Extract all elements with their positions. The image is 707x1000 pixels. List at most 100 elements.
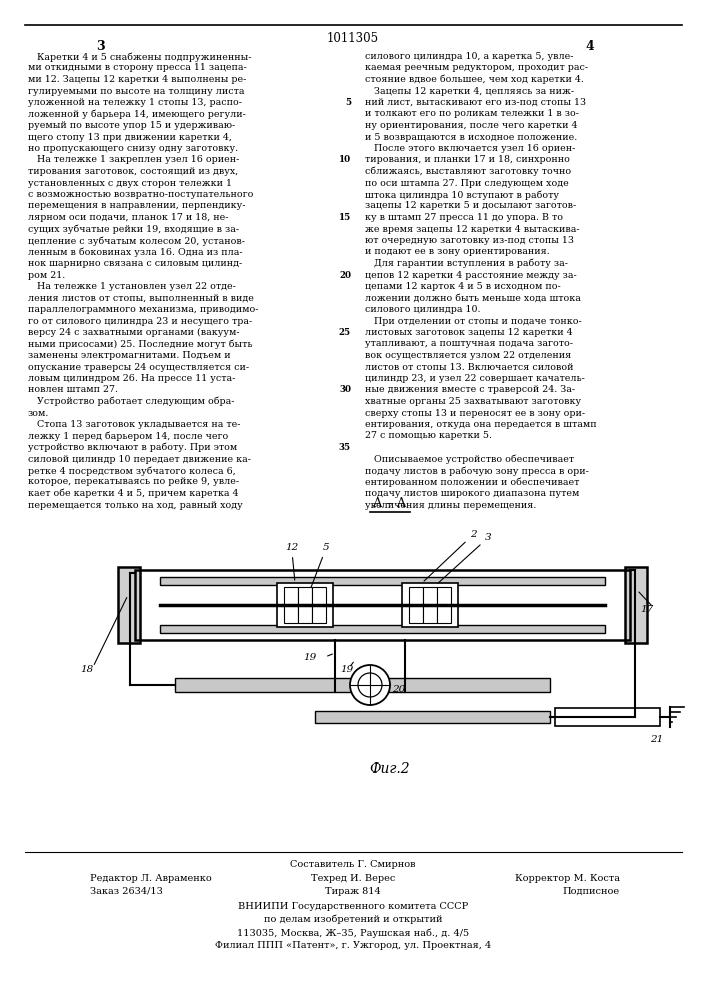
Text: цепов 12 каретки 4 расстояние между за-: цепов 12 каретки 4 расстояние между за- bbox=[365, 270, 577, 279]
Text: установленных с двух сторон тележки 1: установленных с двух сторон тележки 1 bbox=[28, 178, 232, 188]
Text: стояние вдвое большее, чем ход каретки 4.: стояние вдвое большее, чем ход каретки 4… bbox=[365, 75, 584, 85]
Text: го от силового цилиндра 23 и несущего тра-: го от силового цилиндра 23 и несущего тр… bbox=[28, 316, 252, 326]
Text: нок шарнирно связана с силовым цилинд-: нок шарнирно связана с силовым цилинд- bbox=[28, 259, 243, 268]
Text: 20: 20 bbox=[392, 686, 405, 694]
Text: ку в штамп 27 пресса 11 до упора. В то: ку в штамп 27 пресса 11 до упора. В то bbox=[365, 213, 563, 222]
Bar bbox=[135, 570, 630, 640]
Text: ретке 4 посредством зубчатого колеса 6,: ретке 4 посредством зубчатого колеса 6, bbox=[28, 466, 235, 476]
Text: цепление с зубчатым колесом 20, установ-: цепление с зубчатым колесом 20, установ- bbox=[28, 236, 245, 245]
Text: Фиг.2: Фиг.2 bbox=[370, 762, 410, 776]
Bar bbox=[315, 711, 550, 723]
Text: руемый по высоте упор 15 и удерживаю-: руемый по высоте упор 15 и удерживаю- bbox=[28, 121, 235, 130]
Text: 25: 25 bbox=[339, 328, 351, 337]
Text: Составитель Г. Смирнов: Составитель Г. Смирнов bbox=[291, 860, 416, 869]
Text: силового цилиндра 10, а каретка 5, увле-: силового цилиндра 10, а каретка 5, увле- bbox=[365, 52, 573, 61]
Text: 19: 19 bbox=[304, 652, 317, 662]
Text: и подают ее в зону ориентирования.: и подают ее в зону ориентирования. bbox=[365, 247, 550, 256]
Text: по делам изобретений и открытий: по делам изобретений и открытий bbox=[264, 915, 443, 924]
Text: ложении должно быть меньше хода штока: ложении должно быть меньше хода штока bbox=[365, 294, 581, 302]
Text: 30: 30 bbox=[339, 385, 351, 394]
Text: ложенной у барьера 14, имеющего регули-: ложенной у барьера 14, имеющего регули- bbox=[28, 109, 246, 119]
Text: штока цилиндра 10 вступают в работу: штока цилиндра 10 вступают в работу bbox=[365, 190, 559, 200]
Circle shape bbox=[358, 673, 382, 697]
Text: ентирования, откуда она передается в штамп: ентирования, откуда она передается в шта… bbox=[365, 420, 597, 429]
Text: 12: 12 bbox=[285, 543, 298, 580]
Text: ну ориентирования, после чего каретки 4: ну ориентирования, после чего каретки 4 bbox=[365, 121, 578, 130]
Text: Стопа 13 заготовок укладывается на те-: Стопа 13 заготовок укладывается на те- bbox=[28, 420, 240, 429]
Text: лярном оси подачи, планок 17 и 18, не-: лярном оси подачи, планок 17 и 18, не- bbox=[28, 213, 228, 222]
Text: ми откидными в сторону пресса 11 зацепа-: ми откидными в сторону пресса 11 зацепа- bbox=[28, 64, 247, 73]
Text: заменены электромагнитами. Подъем и: заменены электромагнитами. Подъем и bbox=[28, 351, 230, 360]
Text: Подписное: Подписное bbox=[563, 887, 620, 896]
Text: с возможностью возвратно-поступательного: с возможностью возвратно-поступательного bbox=[28, 190, 253, 199]
Text: При отделении от стопы и подаче тонко-: При отделении от стопы и подаче тонко- bbox=[365, 316, 582, 326]
Text: силового цилиндра 10.: силового цилиндра 10. bbox=[365, 305, 481, 314]
Bar bbox=[409, 587, 423, 623]
Text: После этого включается узел 16 ориен-: После этого включается узел 16 ориен- bbox=[365, 144, 575, 153]
Text: ром 21.: ром 21. bbox=[28, 270, 65, 279]
Text: сверху стопы 13 и переносят ее в зону ори-: сверху стопы 13 и переносят ее в зону ор… bbox=[365, 408, 585, 418]
Text: опускание траверсы 24 осуществляется си-: опускание траверсы 24 осуществляется си- bbox=[28, 362, 249, 371]
Text: 3: 3 bbox=[95, 40, 105, 53]
Text: ные движения вместе с траверсой 24. За-: ные движения вместе с траверсой 24. За- bbox=[365, 385, 575, 394]
Text: версу 24 с захватными органами (вакуум-: версу 24 с захватными органами (вакуум- bbox=[28, 328, 240, 337]
Bar bbox=[284, 587, 298, 623]
Text: А – А: А – А bbox=[373, 497, 407, 510]
Text: ления листов от стопы, выполненный в виде: ления листов от стопы, выполненный в вид… bbox=[28, 294, 254, 302]
Bar bbox=[175, 678, 550, 692]
Text: 15: 15 bbox=[339, 213, 351, 222]
Text: зом.: зом. bbox=[28, 408, 49, 418]
Text: ловым цилиндром 26. На прессе 11 уста-: ловым цилиндром 26. На прессе 11 уста- bbox=[28, 374, 235, 383]
Text: щего стопу 13 при движении каретки 4,: щего стопу 13 при движении каретки 4, bbox=[28, 132, 232, 141]
Text: цепами 12 карток 4 и 5 в исходном по-: цепами 12 карток 4 и 5 в исходном по- bbox=[365, 282, 561, 291]
Text: которое, перекатываясь по рейке 9, увле-: которое, перекатываясь по рейке 9, увле- bbox=[28, 478, 239, 487]
Text: новлен штамп 27.: новлен штамп 27. bbox=[28, 385, 118, 394]
Text: ний лист, вытаскивают его из-под стопы 13: ний лист, вытаскивают его из-под стопы 1… bbox=[365, 98, 586, 107]
Text: Описываемое устройство обеспечивает: Описываемое устройство обеспечивает bbox=[365, 454, 574, 464]
Text: ют очередную заготовку из-под стопы 13: ют очередную заготовку из-под стопы 13 bbox=[365, 236, 574, 245]
Text: кает обе каретки 4 и 5, причем каретка 4: кает обе каретки 4 и 5, причем каретка 4 bbox=[28, 489, 238, 498]
Text: 19: 19 bbox=[340, 666, 354, 674]
Text: сущих зубчатые рейки 19, входящие в за-: сущих зубчатые рейки 19, входящие в за- bbox=[28, 225, 239, 234]
Text: 21: 21 bbox=[650, 734, 663, 744]
Text: 5: 5 bbox=[345, 98, 351, 107]
Bar bbox=[402, 583, 458, 627]
Text: Для гарантии вступления в работу за-: Для гарантии вступления в работу за- bbox=[365, 259, 568, 268]
Text: тирования заготовок, состоящий из двух,: тирования заготовок, состоящий из двух, bbox=[28, 167, 238, 176]
Bar bbox=[298, 587, 312, 623]
Bar bbox=[277, 583, 333, 627]
Text: 18: 18 bbox=[80, 666, 93, 674]
Bar bbox=[160, 625, 605, 633]
Text: 35: 35 bbox=[339, 443, 351, 452]
Text: силовой цилиндр 10 передает движение ка-: силовой цилиндр 10 передает движение ка- bbox=[28, 454, 251, 464]
Text: гулируемыми по высоте на толщину листа: гулируемыми по высоте на толщину листа bbox=[28, 87, 245, 96]
Text: На тележке 1 установлен узел 22 отде-: На тележке 1 установлен узел 22 отде- bbox=[28, 282, 236, 291]
Text: по оси штампа 27. При следующем ходе: по оси штампа 27. При следующем ходе bbox=[365, 178, 568, 188]
Bar bbox=[423, 587, 437, 623]
Text: подачу листов широкого диапазона путем: подачу листов широкого диапазона путем bbox=[365, 489, 579, 498]
Text: же время зацепы 12 каретки 4 вытаскива-: же время зацепы 12 каретки 4 вытаскива- bbox=[365, 225, 580, 233]
Text: Филиал ППП «Патент», г. Ужгород, ул. Проектная, 4: Филиал ППП «Патент», г. Ужгород, ул. Про… bbox=[215, 941, 491, 950]
Text: 20: 20 bbox=[339, 270, 351, 279]
Text: Редактор Л. Авраменко: Редактор Л. Авраменко bbox=[90, 874, 212, 883]
Text: Тираж 814: Тираж 814 bbox=[325, 887, 381, 896]
Bar bbox=[437, 587, 451, 623]
Text: Устройство работает следующим обра-: Устройство работает следующим обра- bbox=[28, 397, 235, 406]
Text: Каретки 4 и 5 снабжены подпружиненны-: Каретки 4 и 5 снабжены подпружиненны- bbox=[28, 52, 252, 62]
Text: но пропускающего снизу одну заготовку.: но пропускающего снизу одну заготовку. bbox=[28, 144, 238, 153]
Text: ВНИИПИ Государственного комитета СССР: ВНИИПИ Государственного комитета СССР bbox=[238, 902, 468, 911]
Text: уложенной на тележку 1 стопы 13, распо-: уложенной на тележку 1 стопы 13, распо- bbox=[28, 98, 242, 107]
Text: и толкают его по роликам тележки 1 в зо-: и толкают его по роликам тележки 1 в зо- bbox=[365, 109, 579, 118]
Text: листов от стопы 13. Включается силовой: листов от стопы 13. Включается силовой bbox=[365, 362, 573, 371]
Text: сближаясь, выставляют заготовку точно: сближаясь, выставляют заготовку точно bbox=[365, 167, 571, 176]
Text: зацепы 12 каретки 5 и досылают заготов-: зацепы 12 каретки 5 и досылают заготов- bbox=[365, 202, 576, 211]
Text: 17: 17 bbox=[640, 605, 653, 614]
Text: подачу листов в рабочую зону пресса в ори-: подачу листов в рабочую зону пресса в ор… bbox=[365, 466, 589, 476]
Text: 5: 5 bbox=[311, 543, 329, 587]
Text: 113035, Москва, Ж–35, Раушская наб., д. 4/5: 113035, Москва, Ж–35, Раушская наб., д. … bbox=[237, 928, 469, 938]
Text: 10: 10 bbox=[339, 155, 351, 164]
Text: ными присосами) 25. Последние могут быть: ными присосами) 25. Последние могут быть bbox=[28, 340, 252, 349]
Text: цилиндр 23, и узел 22 совершает качатель-: цилиндр 23, и узел 22 совершает качатель… bbox=[365, 374, 585, 383]
Bar bbox=[555, 708, 660, 726]
Text: Заказ 2634/13: Заказ 2634/13 bbox=[90, 887, 163, 896]
